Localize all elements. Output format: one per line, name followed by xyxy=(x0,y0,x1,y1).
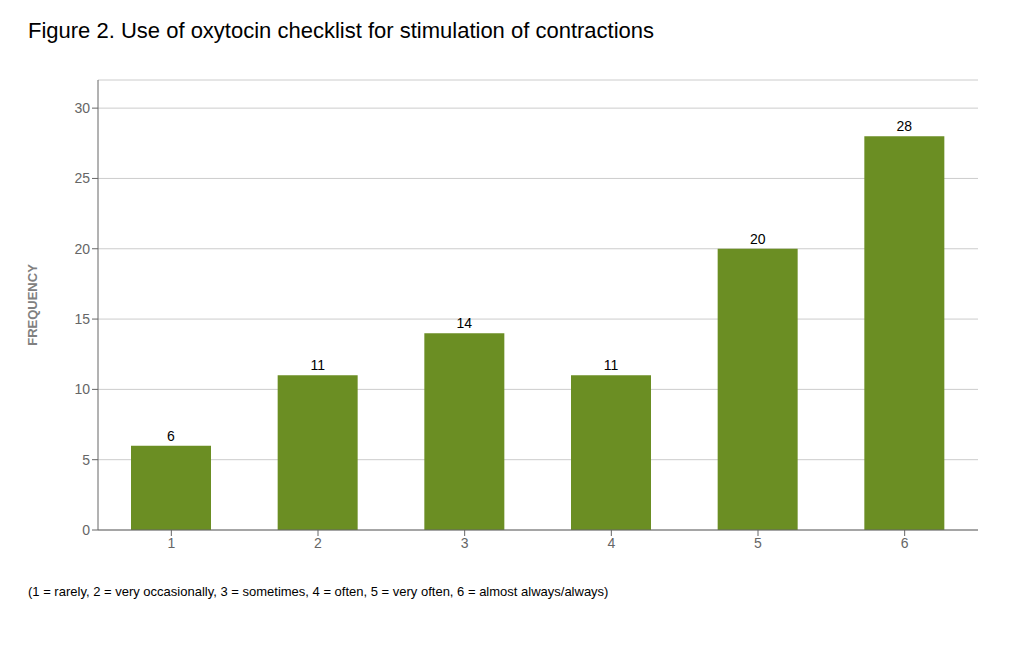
svg-text:25: 25 xyxy=(74,170,90,186)
svg-text:0: 0 xyxy=(82,522,90,538)
svg-text:6: 6 xyxy=(167,428,175,444)
svg-text:11: 11 xyxy=(604,357,619,373)
svg-text:4: 4 xyxy=(607,535,615,551)
svg-text:1: 1 xyxy=(167,535,175,551)
svg-text:28: 28 xyxy=(897,118,913,134)
svg-text:6: 6 xyxy=(901,535,909,551)
svg-text:30: 30 xyxy=(74,100,90,116)
html-text:(1 = rarely, 2 = very occasion: (1 = rarely, 2 = very occasionally, 3 = … xyxy=(28,584,609,599)
svg-text:11: 11 xyxy=(310,357,325,373)
svg-text:5: 5 xyxy=(754,535,762,551)
svg-text:2: 2 xyxy=(314,535,322,551)
svg-text:5: 5 xyxy=(82,452,90,468)
svg-text:FREQUENCY: FREQUENCY xyxy=(25,264,40,346)
svg-text:20: 20 xyxy=(74,241,90,257)
svg-text:14: 14 xyxy=(457,315,473,331)
svg-text:3: 3 xyxy=(461,535,469,551)
svg-text:20: 20 xyxy=(750,231,766,247)
html-text:Figure 2. Use of oxytocin chec: Figure 2. Use of oxytocin checklist for … xyxy=(28,18,654,43)
svg-text:10: 10 xyxy=(74,381,90,397)
svg-text:15: 15 xyxy=(74,311,90,327)
